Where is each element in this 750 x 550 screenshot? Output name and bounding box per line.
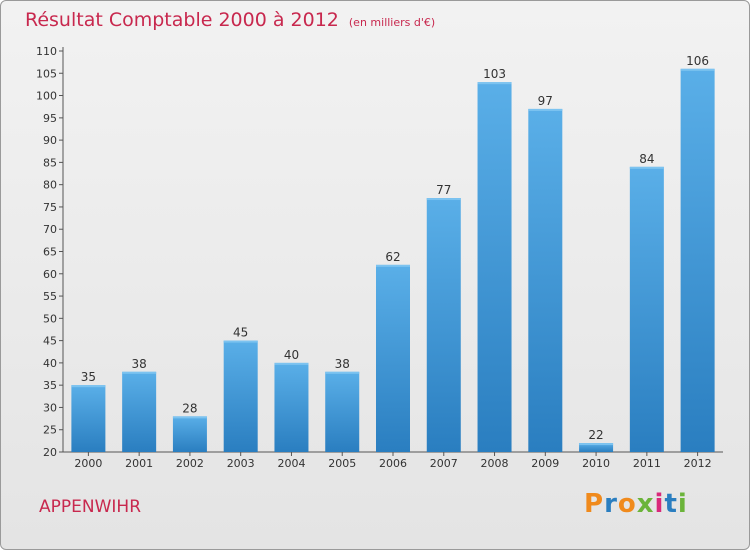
- y-tick-label: 75: [43, 201, 57, 214]
- bar-highlight: [376, 264, 410, 267]
- bar-highlight: [122, 371, 157, 374]
- x-tick-label: 2012: [684, 457, 712, 470]
- y-tick-label: 80: [43, 179, 57, 192]
- data-label: 38: [132, 357, 147, 371]
- x-tick-label: 2001: [125, 457, 153, 470]
- y-tick-label: 95: [43, 112, 57, 125]
- y-tick-label: 55: [43, 290, 57, 303]
- bar: [71, 385, 106, 452]
- data-label: 97: [538, 94, 553, 108]
- logo-letter: x: [636, 489, 655, 519]
- y-tick-label: 50: [43, 312, 57, 325]
- data-label: 45: [233, 326, 248, 340]
- y-tick-label: 90: [43, 134, 57, 147]
- data-label: 77: [436, 183, 451, 197]
- x-tick-label: 2011: [633, 457, 661, 470]
- proxiti-logo: Proxiti: [584, 489, 688, 519]
- y-tick-label: 40: [43, 357, 57, 370]
- town-name: APPENWIHR: [39, 497, 142, 517]
- data-label: 62: [385, 250, 400, 264]
- bar-highlight: [325, 371, 360, 374]
- bar: [325, 371, 360, 452]
- bar: [426, 198, 461, 452]
- data-label: 106: [686, 54, 709, 68]
- y-tick-label: 110: [36, 45, 57, 58]
- bar: [172, 416, 207, 452]
- bar-highlight: [71, 385, 106, 388]
- bar-highlight: [579, 443, 614, 446]
- logo-letter: r: [604, 489, 618, 519]
- data-label: 28: [182, 401, 197, 415]
- x-tick-label: 2003: [227, 457, 255, 470]
- bar-highlight: [477, 82, 512, 85]
- y-tick-label: 20: [43, 446, 57, 459]
- x-tick-label: 2010: [582, 457, 610, 470]
- bar: [629, 166, 664, 452]
- y-tick-label: 35: [43, 379, 57, 392]
- data-label: 40: [284, 348, 299, 362]
- y-tick-label: 105: [36, 67, 57, 80]
- bar-highlight: [680, 68, 715, 71]
- chart-subtitle: (en milliers d'€): [348, 16, 436, 29]
- bar: [528, 108, 563, 452]
- bar: [376, 264, 410, 452]
- bar: [680, 68, 715, 453]
- y-tick-label: 85: [43, 156, 57, 169]
- x-tick-label: 2008: [481, 457, 509, 470]
- x-tick-label: 2000: [74, 457, 102, 470]
- bar: [122, 371, 157, 452]
- x-tick-label: 2005: [328, 457, 356, 470]
- logo-letter: o: [617, 489, 637, 519]
- chart-title: Résultat Comptable 2000 à 2012 (en millie…: [25, 9, 436, 31]
- data-label: 22: [588, 428, 603, 442]
- y-tick-label: 30: [43, 401, 57, 414]
- logo-letter: i: [677, 489, 688, 519]
- y-tick-label: 65: [43, 246, 57, 259]
- x-tick-label: 2007: [430, 457, 458, 470]
- bar-highlight: [223, 340, 258, 343]
- data-label: 35: [81, 370, 96, 384]
- bar: [274, 362, 309, 452]
- y-tick-label: 60: [43, 268, 57, 281]
- logo-letter: i: [654, 489, 665, 519]
- data-label: 38: [335, 357, 350, 371]
- bar: [223, 340, 258, 452]
- y-tick-label: 45: [43, 335, 57, 348]
- bar-highlight: [172, 416, 207, 419]
- x-tick-label: 2006: [379, 457, 407, 470]
- x-tick-label: 2002: [176, 457, 204, 470]
- bar-highlight: [426, 198, 461, 201]
- logo-letter: P: [584, 489, 605, 519]
- logo-letter: t: [664, 489, 678, 519]
- bar-highlight: [528, 108, 563, 111]
- y-tick-label: 25: [43, 424, 57, 437]
- data-label: 103: [483, 67, 506, 81]
- bar: [477, 82, 512, 452]
- bar-highlight: [274, 362, 309, 365]
- bar-highlight: [629, 166, 664, 169]
- y-tick-label: 100: [36, 90, 57, 103]
- y-tick-label: 70: [43, 223, 57, 236]
- x-tick-label: 2004: [277, 457, 305, 470]
- x-tick-label: 2009: [531, 457, 559, 470]
- bar: [579, 443, 614, 452]
- data-label: 84: [639, 152, 654, 166]
